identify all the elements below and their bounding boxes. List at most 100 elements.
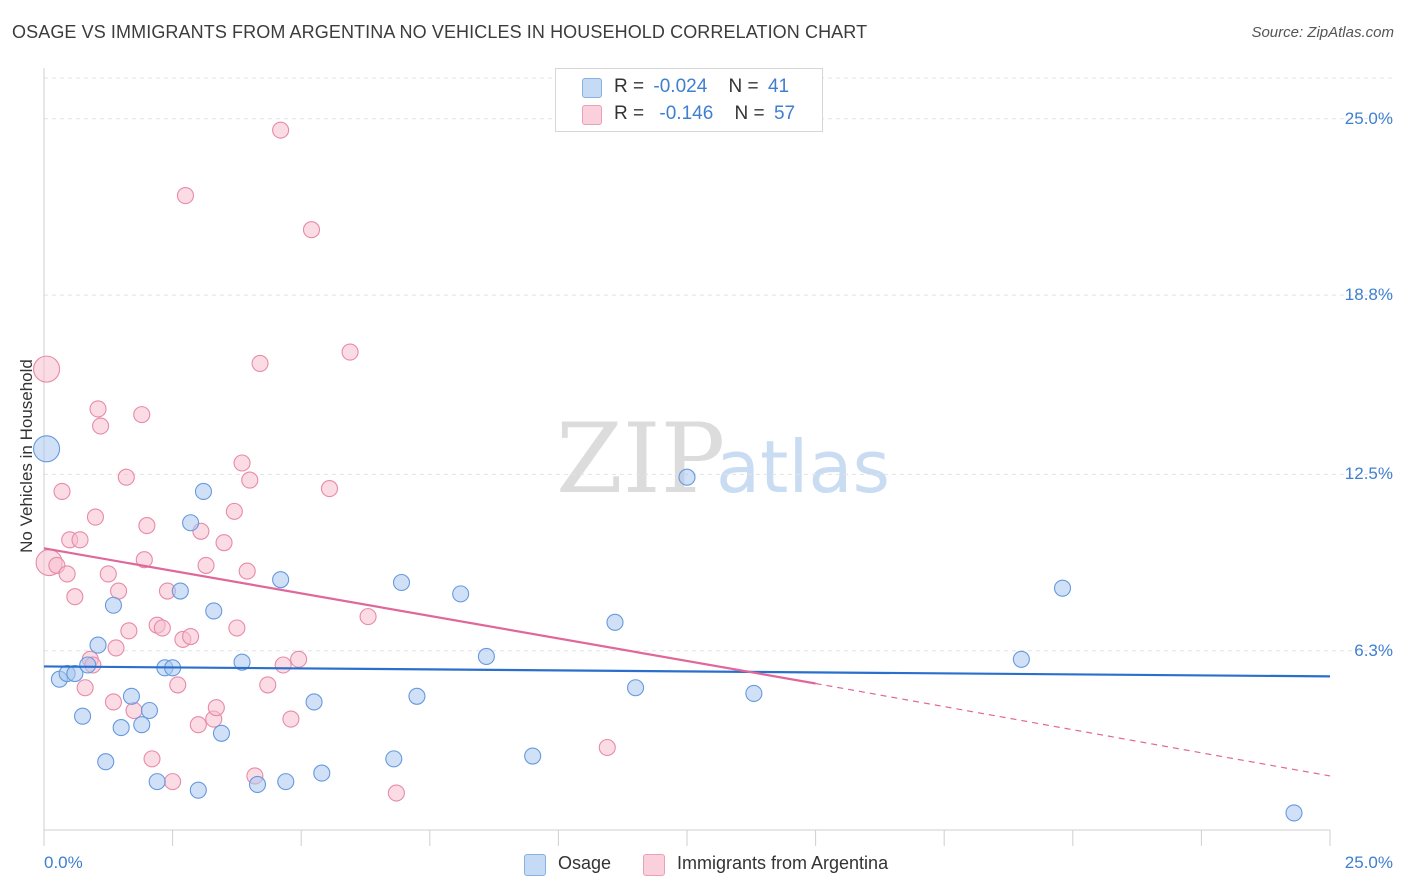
- argentina-point: [182, 627, 200, 646]
- argentina-point: [71, 531, 89, 549]
- argentina-point: [207, 699, 225, 717]
- osage-n-label: N =: [728, 76, 759, 97]
- osage-point: [452, 585, 470, 603]
- osage-point: [1053, 579, 1072, 597]
- argentina-point: [387, 784, 405, 802]
- argentina-point: [233, 454, 251, 472]
- argentina-point: [92, 417, 110, 435]
- argentina-point: [598, 738, 616, 757]
- argentina-legend-swatch: [643, 854, 665, 876]
- osage-point: [97, 753, 115, 771]
- argentina-point: [290, 650, 308, 668]
- osage-point: [313, 764, 331, 782]
- osage-point: [277, 773, 295, 791]
- osage-point: [212, 724, 231, 742]
- argentina-point: [341, 343, 359, 361]
- y-tick-label: 18.8%: [1344, 285, 1393, 305]
- osage-point: [1285, 804, 1303, 822]
- argentina-point: [272, 121, 290, 139]
- argentina-point: [89, 400, 107, 418]
- x-tick-label-min: 0.0%: [44, 853, 83, 872]
- osage-point: [112, 719, 130, 737]
- watermark-atlas: atlas: [716, 425, 890, 509]
- osage-n-value: 41: [767, 76, 790, 97]
- osage-point: [148, 773, 166, 791]
- argentina-r-value: -0.146: [659, 103, 714, 124]
- argentina-point: [58, 565, 76, 583]
- argentina-point: [133, 406, 151, 424]
- osage-point: [627, 679, 645, 697]
- correlation-legend: R = -0.024 N = 41 R = -0.146 N = 57: [555, 68, 823, 132]
- osage-point: [205, 602, 223, 620]
- argentina-point: [33, 355, 61, 383]
- argentina-point: [76, 679, 94, 697]
- osage-point: [171, 582, 189, 600]
- argentina-point: [86, 508, 104, 526]
- y-tick-label: 25.0%: [1344, 108, 1393, 128]
- argentina-point: [215, 534, 233, 552]
- argentina-point: [66, 588, 84, 606]
- argentina-point: [135, 551, 153, 569]
- argentina-point: [225, 502, 243, 520]
- argentina-point: [259, 676, 277, 694]
- osage-r-value: -0.024: [653, 76, 708, 97]
- argentina-point: [176, 187, 195, 205]
- argentina-point: [274, 656, 292, 674]
- osage-point: [182, 514, 200, 532]
- argentina-legend-label: Immigrants from Argentina: [677, 853, 889, 873]
- argentina-point: [138, 517, 156, 535]
- argentina-point: [53, 482, 71, 500]
- argentina-point: [320, 480, 339, 498]
- osage-point: [79, 656, 97, 674]
- argentina-point: [164, 773, 182, 791]
- argentina-point: [282, 710, 300, 728]
- source-label: Source: ZipAtlas.com: [1251, 24, 1394, 41]
- y-tick-label: 6.3%: [1354, 640, 1393, 660]
- argentina-point: [302, 221, 321, 239]
- argentina-point: [117, 468, 135, 486]
- argentina-point: [359, 608, 377, 626]
- argentina-r-label: R =: [614, 103, 645, 124]
- argentina-point: [228, 619, 246, 637]
- argentina-n-value: 57: [773, 103, 796, 124]
- chart-title: OSAGE VS IMMIGRANTS FROM ARGENTINA NO VE…: [12, 22, 868, 42]
- osage-point: [606, 613, 624, 631]
- osage-point: [133, 716, 151, 734]
- osage-point: [104, 596, 122, 614]
- watermark-zip: ZIP: [556, 403, 725, 515]
- osage-r-label: R =: [614, 76, 645, 97]
- argentina-point: [251, 354, 269, 372]
- argentina-point: [197, 556, 215, 574]
- osage-legend-swatch: [524, 854, 546, 876]
- osage-point: [74, 707, 92, 725]
- osage-point: [272, 571, 290, 589]
- argentina-point: [153, 619, 171, 637]
- x-tick-label-max: 25.0%: [1344, 853, 1393, 872]
- argentina-point: [107, 639, 125, 657]
- osage-point: [392, 573, 411, 592]
- osage-swatch: [582, 78, 602, 98]
- argentina-trend-extension: [815, 682, 1331, 777]
- osage-point: [194, 482, 213, 500]
- osage-point: [1012, 650, 1030, 668]
- osage-point: [248, 775, 267, 794]
- osage-point: [89, 636, 107, 654]
- osage-trend-line: [43, 665, 1331, 678]
- argentina-point: [169, 676, 187, 694]
- argentina-point: [143, 750, 161, 768]
- osage-point: [189, 781, 207, 799]
- y-tick-label: 12.5%: [1344, 464, 1393, 484]
- argentina-point: [104, 693, 122, 711]
- osage-point: [140, 701, 159, 720]
- argentina-point: [99, 565, 117, 583]
- osage-point: [33, 435, 61, 463]
- osage-point: [66, 664, 84, 683]
- osage-point: [408, 687, 426, 705]
- osage-point: [745, 684, 763, 702]
- argentina-point: [120, 622, 138, 640]
- osage-point: [122, 687, 140, 705]
- argentina-swatch: [582, 105, 602, 125]
- osage-point: [233, 653, 251, 671]
- osage-point: [678, 468, 696, 486]
